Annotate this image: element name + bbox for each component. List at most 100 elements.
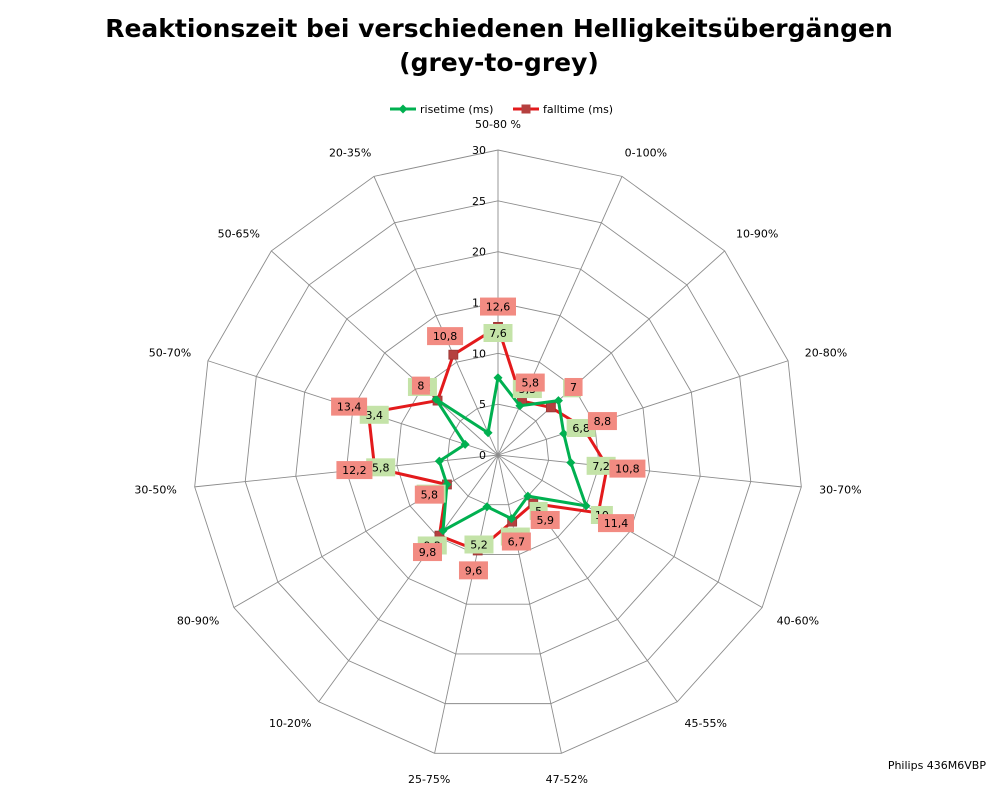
data-label-text: 7,6 [489, 327, 507, 340]
data-label: 12,2 [336, 461, 373, 480]
data-label-bg [411, 376, 430, 395]
category-labels: 50-80 % 0-100% 10-90% 20-80% 30-70% 40-60% 45-… [134, 118, 861, 786]
data-label: 5,2 [464, 535, 494, 554]
chart-legend: risetime (ms) falltime (ms) [390, 103, 613, 116]
legend-marker [521, 104, 531, 114]
data-label: 6,7 [501, 532, 531, 551]
category-label: 40-60% [777, 615, 819, 628]
category-label: 45-55% [685, 717, 727, 730]
data-label-bg [501, 532, 531, 551]
data-label: 9,6 [458, 561, 488, 580]
data-label-bg [464, 535, 494, 554]
series-point [515, 401, 525, 411]
legend-label: risetime (ms) [420, 103, 493, 116]
data-label-text: 5,8 [372, 461, 390, 474]
data-label-bg [587, 412, 617, 431]
data-label-text: 5,9 [536, 514, 554, 527]
category-label: 20-35% [329, 147, 371, 160]
category-label: 20-80% [805, 347, 847, 360]
data-label-text: 9,8 [419, 546, 437, 559]
data-label: 10,8 [427, 327, 464, 346]
data-label-text: 13,4 [337, 401, 362, 414]
category-label: 10-90% [736, 228, 778, 241]
data-label-bg [412, 543, 442, 562]
data-label-text: 8,8 [594, 415, 612, 428]
series-point [566, 458, 576, 468]
series-point [438, 526, 448, 536]
data-label: 8 [411, 376, 430, 395]
series-point [434, 456, 444, 466]
data-label-bg [427, 327, 464, 346]
grid-ring [345, 302, 651, 605]
data-label-text: 3,4 [365, 409, 383, 422]
data-label-bg [564, 377, 583, 396]
category-label: 0-100% [625, 147, 667, 160]
chart-title: Reaktionszeit bei verschiedenen Helligke… [0, 12, 998, 80]
grid-spoke [497, 454, 802, 488]
data-label-text: 7 [570, 381, 577, 394]
series-point [431, 394, 441, 404]
series-falltime [363, 321, 613, 556]
axis-tick-label: 10 [472, 347, 486, 360]
grid-spoke [497, 250, 725, 456]
grid-spoke [497, 454, 562, 754]
data-label-bg [483, 324, 513, 342]
series-lines [363, 321, 613, 556]
data-label-bg [414, 485, 444, 504]
grid-spoke [497, 454, 678, 703]
series-point [581, 501, 591, 511]
series-point [448, 349, 459, 360]
data-label-text: 6,8 [572, 422, 590, 435]
category-label: 50-65% [218, 228, 260, 241]
data-label: 5,8 [366, 458, 396, 477]
data-label-bg [530, 510, 560, 529]
data-label-text: 10,8 [615, 463, 640, 476]
series-risetime [431, 373, 591, 536]
series-line [366, 325, 609, 552]
axis-tick-label: 5 [479, 398, 486, 411]
data-label-bg [480, 297, 516, 316]
axis-tick-label: 30 [472, 144, 486, 157]
data-label-bg [331, 397, 368, 416]
data-label: 7,2 [586, 456, 616, 475]
grid-spoke [497, 360, 789, 456]
data-label: 9,8 [412, 543, 442, 562]
category-label: 30-50% [134, 484, 176, 497]
data-label-bg [336, 461, 373, 480]
data-label-text: 6,7 [508, 536, 526, 549]
axis-tick-label: 25 [472, 195, 486, 208]
legend-marker [398, 104, 408, 114]
series-point [483, 428, 493, 438]
series-point [507, 514, 517, 524]
category-label: 80-90% [177, 615, 219, 628]
data-labels: 7,612,65,35,8876,88,87,210,81011,455,96,… [331, 297, 646, 580]
data-label-text: 12,2 [342, 464, 367, 477]
data-label-text: 9,6 [465, 564, 483, 577]
chart-title-line: Reaktionszeit bei verschiedenen Helligke… [105, 14, 893, 43]
grid-spoke [373, 176, 499, 456]
data-label: 11,4 [597, 514, 634, 533]
legend-label: falltime (ms) [543, 103, 613, 116]
data-label: 7,6 [483, 324, 513, 342]
data-label-text: 5,2 [470, 539, 488, 552]
data-label-bg [609, 459, 646, 478]
category-label: 25-75% [408, 773, 450, 786]
series-point [460, 439, 470, 449]
series-point [523, 491, 533, 501]
data-label-text: 8 [417, 380, 424, 393]
data-label: 12,6 [480, 297, 516, 316]
legend-item-risetime: risetime (ms) [390, 103, 493, 116]
category-label: 50-70% [149, 347, 191, 360]
series-line [434, 376, 588, 533]
data-label: 10,8 [609, 459, 646, 478]
legend-item-falltime: falltime (ms) [513, 103, 613, 116]
data-label-text: 12,6 [486, 301, 511, 314]
grid-ring [194, 149, 802, 754]
data-label-bg [515, 373, 545, 392]
data-label-text: 5,8 [522, 377, 540, 390]
data-label-text: 11,4 [604, 517, 629, 530]
chart-subtitle: (grey-to-grey) [399, 48, 599, 77]
data-label-bg [366, 458, 396, 477]
data-label: 5,9 [530, 510, 560, 529]
data-label-bg [586, 456, 616, 475]
